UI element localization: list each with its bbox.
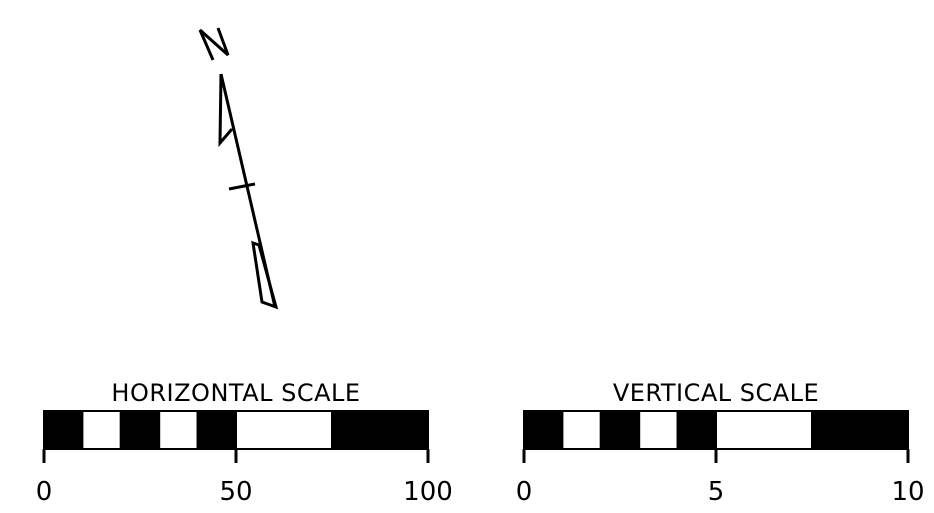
horizontal-scale-segment-2 [119, 410, 161, 450]
vertical-scale-segment-3 [638, 410, 679, 450]
north-arrow-head [218, 73, 234, 148]
north-arrow-crossbar [228, 182, 256, 191]
vertical-scale-segment-5 [715, 410, 813, 450]
horizontal-scale: HORIZONTAL SCALE 0 50 100 [36, 379, 453, 507]
horizontal-scale-segment-0 [43, 410, 84, 450]
vertical-scale: VERTICAL SCALE 0 5 10 [516, 379, 925, 507]
horizontal-scale-bar [43, 410, 429, 450]
north-arrow [198, 27, 279, 310]
vertical-scale-ticks: 0 5 10 [516, 449, 925, 507]
vertical-scale-tick-label-0: 0 [516, 477, 533, 507]
horizontal-scale-tick-label-2: 100 [403, 477, 453, 507]
vertical-scale-segment-0 [523, 410, 564, 450]
horizontal-scale-tick-label-1: 50 [219, 477, 252, 507]
horizontal-scale-title: HORIZONTAL SCALE [111, 379, 360, 407]
horizontal-scale-segment-6 [331, 410, 429, 450]
vertical-scale-segment-2 [599, 410, 641, 450]
horizontal-scale-ticks: 0 50 100 [36, 449, 453, 507]
horizontal-scale-segment-5 [235, 410, 333, 450]
horizontal-scale-segment-3 [158, 410, 199, 450]
horizontal-scale-tick-label-0: 0 [36, 477, 53, 507]
north-arrow-tail [251, 240, 279, 310]
vertical-scale-segment-6 [811, 410, 909, 450]
vertical-scale-title: VERTICAL SCALE [613, 379, 819, 407]
vertical-scale-tick-label-1: 5 [708, 477, 725, 507]
vertical-scale-segment-4 [676, 410, 717, 450]
vertical-scale-segment-1 [561, 410, 602, 450]
vertical-scale-bar [523, 410, 909, 450]
vertical-scale-tick-label-2: 10 [891, 477, 924, 507]
horizontal-scale-segment-4 [196, 410, 238, 450]
north-letter-icon [198, 27, 230, 61]
horizontal-scale-segment-1 [81, 410, 122, 450]
